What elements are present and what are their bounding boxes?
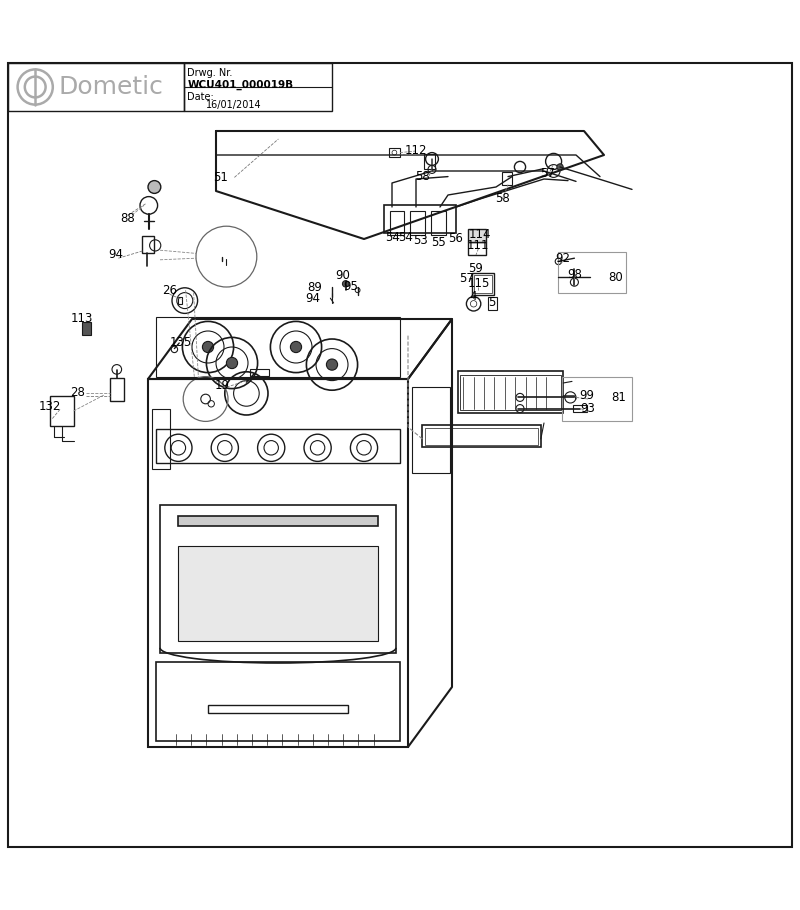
Bar: [488, 298, 497, 310]
Text: 80: 80: [609, 271, 623, 284]
Text: 135: 135: [170, 336, 192, 349]
Text: 16/01/2014: 16/01/2014: [206, 100, 262, 110]
Bar: [156, 318, 400, 378]
Bar: [156, 662, 400, 741]
Bar: [425, 428, 538, 445]
Bar: [410, 211, 425, 235]
Text: Dometic: Dometic: [58, 75, 163, 99]
Bar: [250, 369, 269, 376]
Bar: [110, 379, 124, 400]
Text: 95: 95: [343, 280, 358, 294]
Text: 81: 81: [611, 391, 626, 404]
Circle shape: [226, 358, 238, 369]
Text: 57: 57: [541, 167, 555, 180]
Text: 132: 132: [38, 399, 61, 413]
Text: 90: 90: [335, 269, 350, 282]
Bar: [82, 322, 91, 335]
Bar: [8, 63, 184, 111]
Bar: [390, 211, 404, 235]
Bar: [460, 375, 561, 410]
Circle shape: [290, 341, 302, 352]
Text: 58: 58: [495, 193, 510, 206]
Text: 98: 98: [567, 268, 582, 280]
Bar: [424, 154, 435, 168]
Text: 56: 56: [449, 232, 463, 246]
Bar: [178, 516, 378, 526]
Circle shape: [326, 359, 338, 370]
Text: 19: 19: [215, 379, 230, 392]
Bar: [422, 425, 541, 447]
Bar: [142, 236, 154, 253]
Text: 53: 53: [414, 234, 428, 248]
Circle shape: [148, 180, 161, 194]
Bar: [156, 430, 400, 463]
Circle shape: [557, 164, 563, 170]
Bar: [148, 379, 408, 747]
Text: 51: 51: [214, 171, 228, 184]
Text: 94: 94: [109, 248, 123, 261]
Bar: [160, 505, 396, 652]
Text: 92: 92: [555, 252, 570, 266]
Bar: [472, 273, 494, 295]
Text: 99: 99: [579, 389, 594, 402]
Text: 4: 4: [469, 290, 477, 303]
Text: 93: 93: [581, 402, 595, 415]
Text: 26: 26: [162, 285, 177, 298]
Bar: [178, 298, 182, 304]
Text: 89: 89: [307, 281, 322, 294]
Bar: [562, 378, 632, 421]
Text: 59: 59: [468, 262, 482, 275]
Text: 5: 5: [488, 296, 496, 308]
Text: 94: 94: [306, 292, 320, 306]
Circle shape: [342, 280, 349, 287]
Bar: [502, 172, 512, 185]
Text: 115: 115: [467, 278, 490, 290]
Bar: [208, 705, 348, 713]
Bar: [152, 409, 170, 469]
Bar: [178, 546, 378, 641]
Bar: [573, 405, 587, 412]
Text: Date:: Date:: [187, 92, 214, 102]
Bar: [389, 147, 400, 157]
Text: 88: 88: [121, 212, 135, 225]
Text: 28: 28: [70, 386, 85, 399]
Bar: [468, 229, 486, 242]
Text: 55: 55: [431, 236, 446, 248]
Text: 113: 113: [70, 312, 93, 325]
Text: 112: 112: [405, 145, 427, 157]
Bar: [431, 211, 446, 235]
Circle shape: [202, 341, 214, 352]
Bar: [50, 396, 74, 426]
Bar: [558, 252, 626, 293]
Text: WCU401_000019B: WCU401_000019B: [187, 79, 294, 90]
Bar: [468, 242, 486, 255]
Bar: [384, 205, 456, 233]
Text: 58: 58: [415, 170, 430, 183]
Text: Drwg. Nr.: Drwg. Nr.: [187, 67, 233, 77]
Bar: [458, 371, 563, 412]
Bar: [474, 275, 492, 293]
Text: 54: 54: [398, 231, 413, 244]
Bar: [412, 387, 450, 473]
Bar: [184, 63, 332, 111]
Text: 114: 114: [469, 228, 491, 241]
Text: 54: 54: [386, 231, 400, 244]
Text: 57: 57: [459, 272, 474, 286]
Text: 111: 111: [467, 239, 490, 252]
